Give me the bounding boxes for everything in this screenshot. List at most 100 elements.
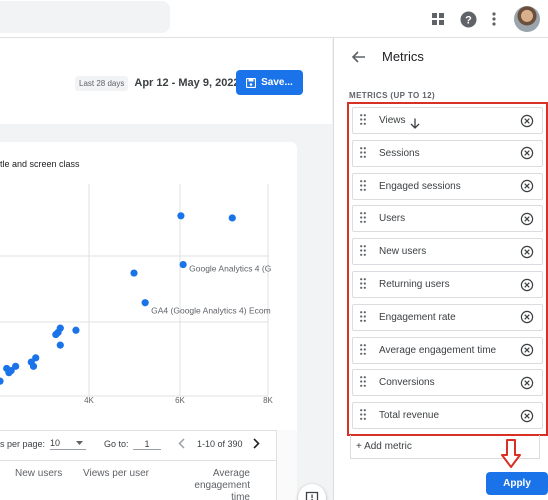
- scatter-chart: K 4K 6K 8K Google Analytics 4 (G GA4 (Google …: [0, 184, 297, 405]
- pager-divider-top: [0, 430, 276, 431]
- goto-input[interactable]: 1: [133, 439, 161, 450]
- drag-handle-icon[interactable]: [360, 310, 376, 324]
- metrics-highlight-box: Views Sessions Engaged sessions Users New us…: [347, 102, 548, 436]
- arrow-back-icon[interactable]: [350, 48, 368, 66]
- apps-grid-icon[interactable]: [428, 9, 448, 29]
- date-range-chip: Last 28 days: [75, 75, 129, 91]
- scatter-point[interactable]: [12, 362, 20, 370]
- remove-circle-icon[interactable]: [520, 310, 534, 324]
- rows-per-page-value: 10: [50, 438, 61, 448]
- remove-circle-icon[interactable]: [520, 409, 534, 423]
- drag-handle-icon[interactable]: [360, 114, 376, 127]
- scatter-point[interactable]: [141, 299, 149, 307]
- chevron-right-icon[interactable]: [253, 438, 260, 451]
- scatter-point[interactable]: [72, 326, 80, 334]
- metric-item[interactable]: Sessions: [352, 139, 543, 167]
- rows-per-page-select[interactable]: 10: [50, 438, 86, 450]
- metrics-panel: Metrics METRICS (UP TO 12) Views Sessions…: [333, 38, 548, 500]
- drag-handle-icon[interactable]: [360, 146, 376, 160]
- pagination-bar: s per page: 10 Go to: 1 1-10 of 390: [0, 432, 297, 456]
- metric-label: Total revenue: [379, 410, 440, 422]
- scatter-point[interactable]: [130, 269, 138, 277]
- drag-handle-icon[interactable]: [360, 278, 376, 291]
- metric-item[interactable]: Returning users: [352, 271, 543, 298]
- table-scrollbar[interactable]: [276, 430, 297, 500]
- remove-circle-icon[interactable]: [520, 146, 534, 160]
- scatter-point[interactable]: [29, 362, 38, 370]
- avatar[interactable]: [514, 6, 540, 32]
- drag-handle-icon[interactable]: [360, 343, 376, 357]
- scatter-point[interactable]: [177, 212, 185, 220]
- report-header: Last 28 days Apr 12 - May 9, 2022 Save..…: [0, 38, 332, 124]
- drag-handle-icon[interactable]: [360, 376, 376, 389]
- down-arrow-annotation-icon: [501, 439, 521, 468]
- x-tick-label: 6K: [175, 396, 185, 405]
- help-icon[interactable]: ?: [458, 9, 478, 29]
- panel-title: Metrics: [382, 49, 424, 64]
- metric-label: New users: [379, 246, 427, 258]
- date-range-text: Apr 12 - May 9, 2022: [134, 77, 240, 89]
- metric-label: Conversions: [379, 377, 435, 389]
- drag-handle-icon[interactable]: [360, 179, 376, 193]
- scatter-point[interactable]: [0, 377, 4, 385]
- feedback-button[interactable]: [298, 484, 326, 500]
- chevron-left-icon[interactable]: [178, 438, 185, 451]
- remove-circle-icon[interactable]: [520, 278, 534, 292]
- metric-label: Views: [379, 115, 406, 126]
- goto-label: Go to:: [104, 439, 129, 449]
- scatter-point[interactable]: [32, 354, 40, 362]
- date-range-selector[interactable]: Last 28 days Apr 12 - May 9, 2022: [75, 72, 240, 94]
- col-header-avg-line2: engagement time: [194, 480, 250, 500]
- metric-item[interactable]: Users: [352, 205, 543, 233]
- metrics-section-label: METRICS (UP TO 12): [349, 91, 436, 100]
- rows-per-page-label: s per page:: [0, 439, 46, 449]
- scatter-point[interactable]: [5, 369, 13, 377]
- svg-text:?: ?: [465, 14, 472, 26]
- col-header-new-users[interactable]: New users: [15, 468, 63, 479]
- point-annotation-label: Google Analytics 4 (G: [189, 264, 271, 274]
- col-header-avg-line1: Average: [212, 468, 250, 479]
- col-header-views-per-user[interactable]: Views per user: [83, 468, 149, 479]
- save-icon: [246, 77, 257, 88]
- metric-item[interactable]: Total revenue: [352, 402, 543, 430]
- remove-circle-icon[interactable]: [520, 114, 534, 128]
- caret-down-icon: [76, 441, 84, 445]
- scatter-point[interactable]: [56, 341, 64, 349]
- remove-circle-icon[interactable]: [520, 179, 534, 193]
- remove-circle-icon[interactable]: [520, 343, 534, 357]
- feedback-icon: [305, 491, 319, 500]
- pager-divider-bottom: [0, 460, 276, 461]
- remove-circle-icon[interactable]: [520, 212, 534, 226]
- drag-handle-icon[interactable]: [360, 245, 376, 258]
- metric-label: Returning users: [379, 279, 450, 290]
- save-label: Save...: [261, 77, 293, 88]
- apply-button[interactable]: Apply: [486, 472, 548, 495]
- save-button[interactable]: Save...: [236, 70, 303, 95]
- more-vert-icon[interactable]: [484, 9, 504, 29]
- scatter-point[interactable]: [52, 330, 60, 339]
- search-box[interactable]: [0, 1, 170, 33]
- sort-down-arrow-icon[interactable]: [410, 116, 420, 134]
- metric-label: Sessions: [379, 147, 420, 159]
- metric-item[interactable]: Views: [352, 107, 543, 134]
- scatter-card: tle and screen class K 4K 6K 8K Google Analy…: [0, 142, 297, 500]
- drag-handle-icon[interactable]: [360, 409, 376, 422]
- page-range-text: 1-10 of 390: [197, 439, 243, 449]
- card-title: tle and screen class: [0, 159, 80, 169]
- scatter-point[interactable]: [179, 260, 187, 269]
- x-tick-label: 4K: [84, 396, 94, 405]
- col-header-avg-engagement[interactable]: Average engagement time: [186, 468, 250, 500]
- metric-label: Engagement rate: [379, 311, 456, 323]
- remove-circle-icon[interactable]: [520, 245, 534, 259]
- add-metric-button[interactable]: + Add metric: [350, 435, 540, 459]
- metric-item[interactable]: Engaged sessions: [352, 172, 543, 200]
- metric-item[interactable]: Conversions: [352, 369, 543, 397]
- remove-circle-icon[interactable]: [520, 376, 534, 390]
- metric-item[interactable]: Average engagement time: [352, 336, 543, 364]
- drag-handle-icon[interactable]: [360, 212, 376, 225]
- metric-item[interactable]: Engagement rate: [352, 303, 543, 331]
- metric-label: Engaged sessions: [379, 180, 461, 192]
- scatter-point[interactable]: [228, 214, 236, 222]
- report-area: Last 28 days Apr 12 - May 9, 2022 Save..…: [0, 38, 332, 500]
- metric-item[interactable]: New users: [352, 238, 543, 266]
